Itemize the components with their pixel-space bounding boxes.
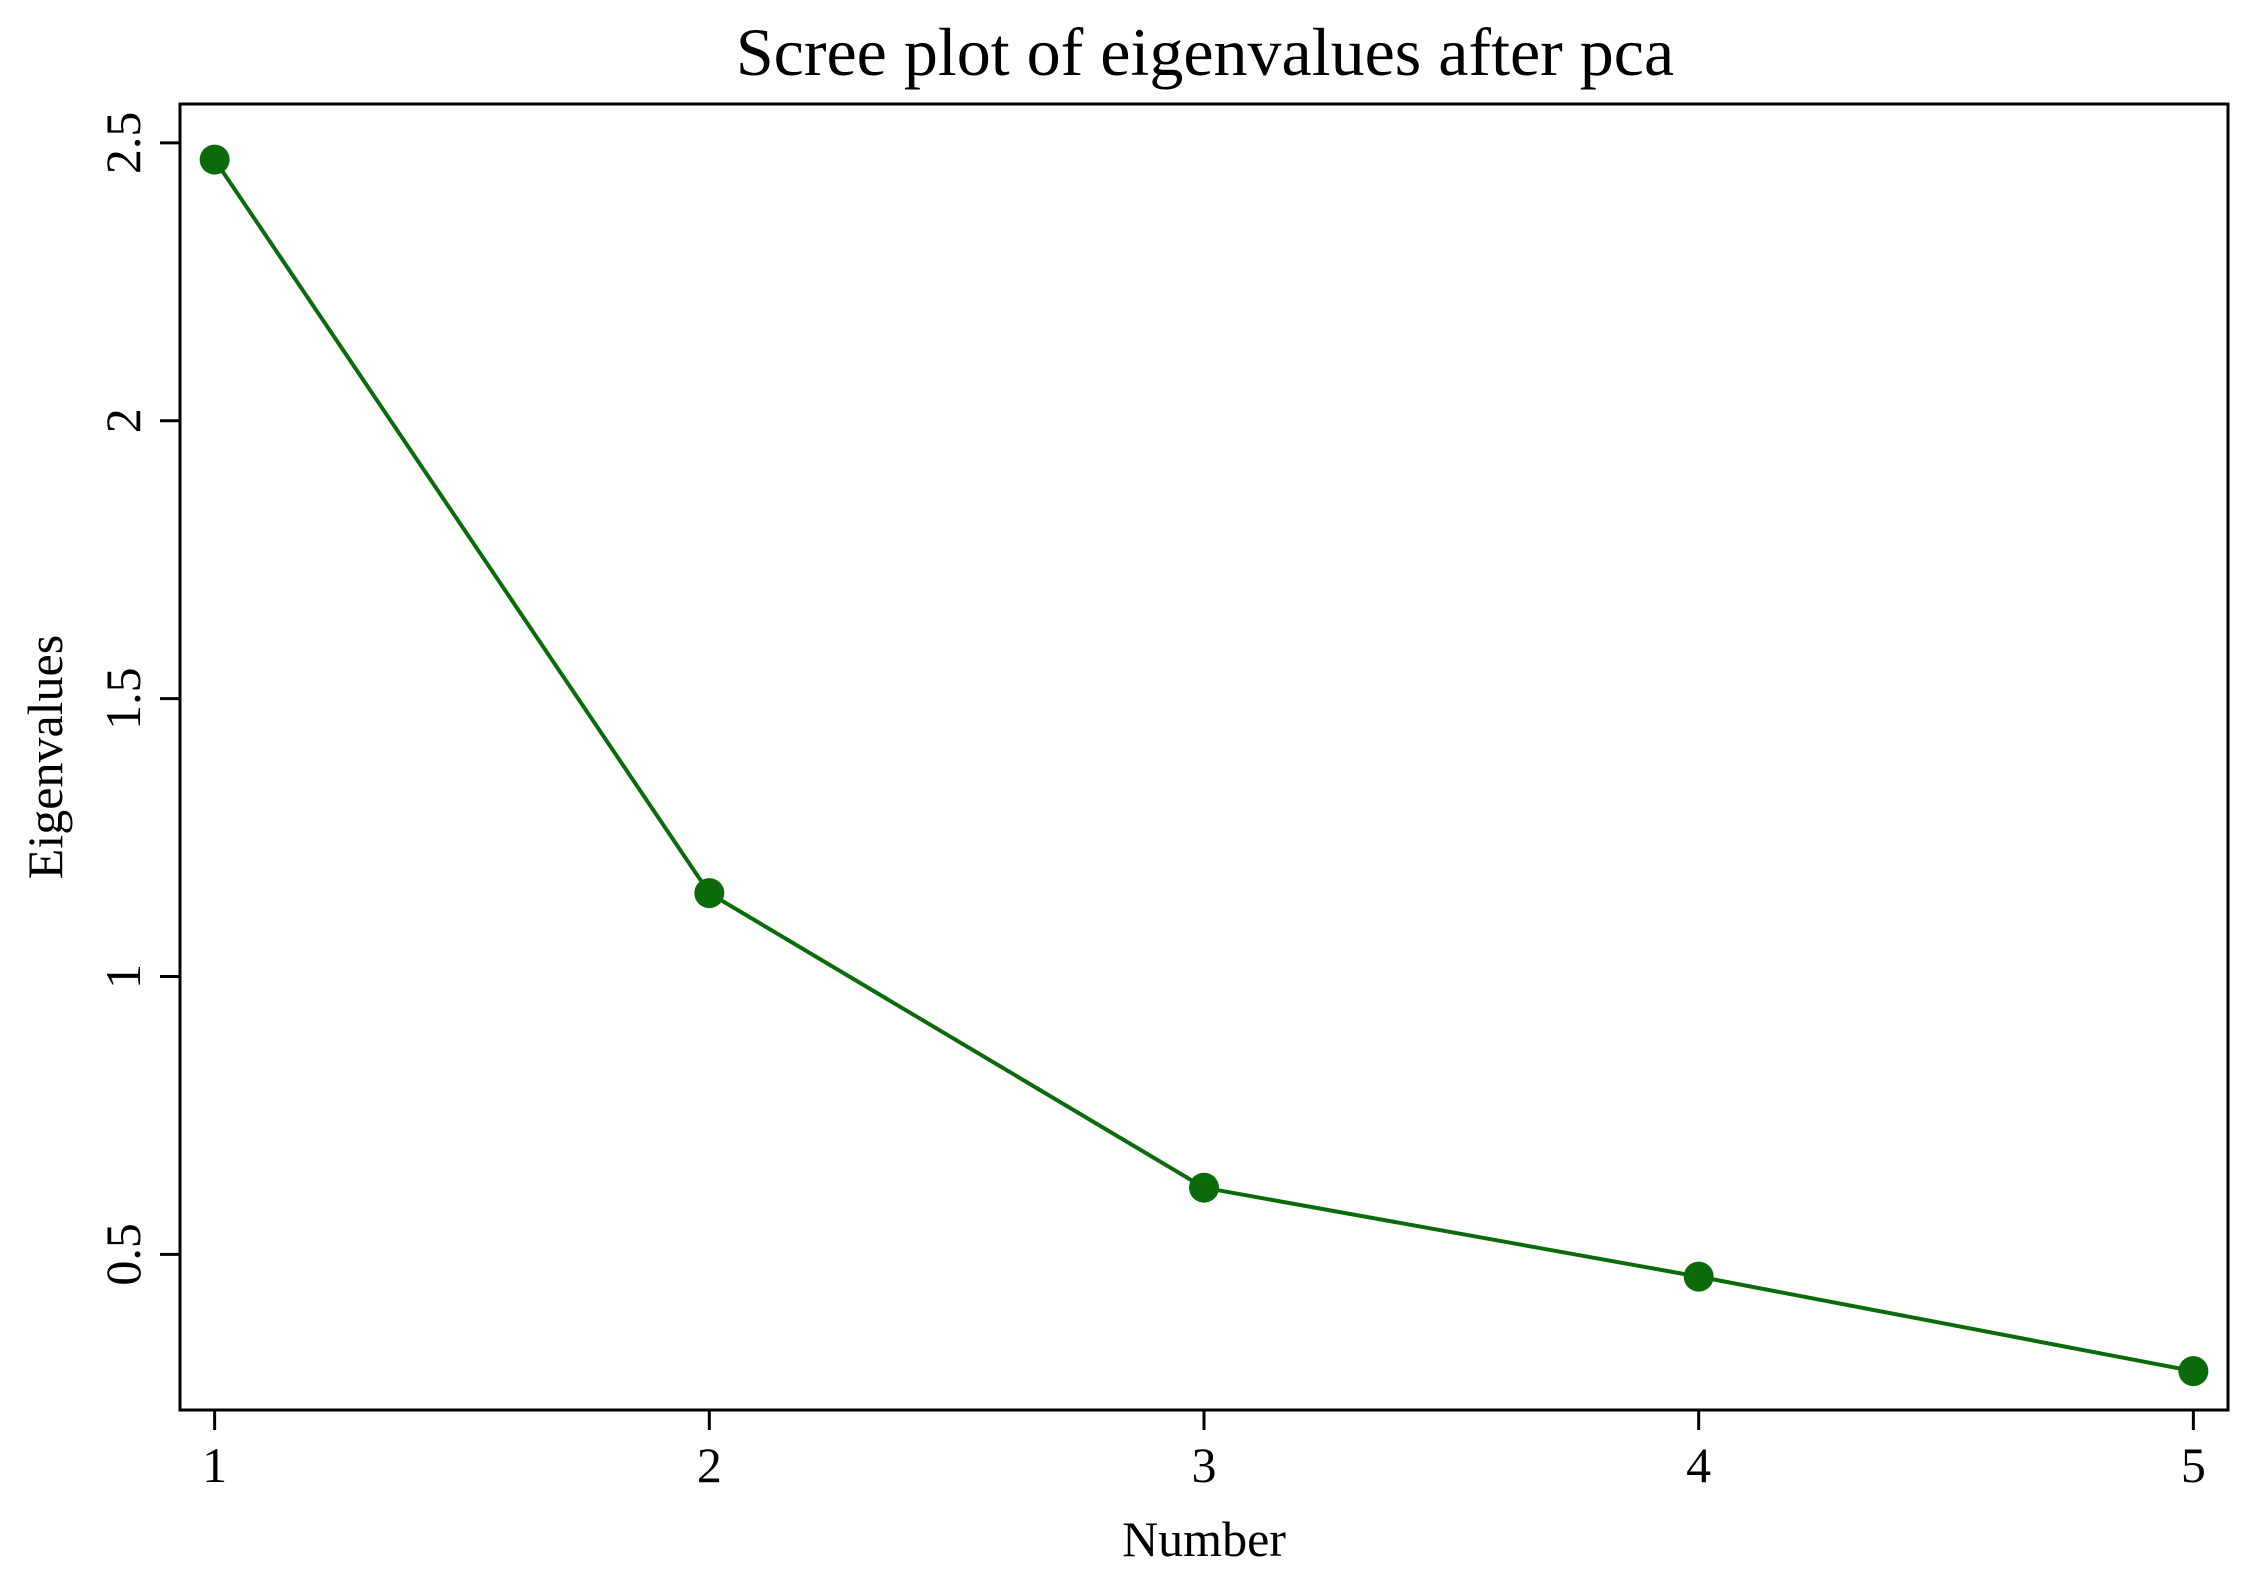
data-point (1189, 1172, 1219, 1203)
y-tick-label: 2 (95, 408, 151, 433)
chart-title: Scree plot of eigenvalues after pca (736, 14, 1674, 90)
y-tick-label: 1.5 (95, 667, 151, 730)
series-layer (199, 144, 2209, 1387)
x-tick-label: 1 (202, 1437, 227, 1493)
y-tick-label: 1 (95, 964, 151, 989)
y-tick-label: 2.5 (95, 112, 151, 175)
data-point (2178, 1356, 2209, 1387)
y-axis-label: Eigenvalues (17, 635, 73, 879)
data-point (1683, 1261, 1714, 1292)
x-axis: 1 2 3 4 5 (202, 1410, 2206, 1493)
data-point (199, 144, 230, 175)
x-tick-label: 5 (2181, 1437, 2206, 1493)
y-tick-label: 0.5 (95, 1223, 151, 1286)
y-axis: 0.5 1 1.5 2 2.5 (95, 112, 180, 1286)
x-tick-label: 2 (697, 1437, 722, 1493)
x-tick-label: 3 (1192, 1437, 1217, 1493)
x-tick-label: 4 (1686, 1437, 1711, 1493)
x-axis-label: Number (1122, 1511, 1286, 1567)
data-point (694, 878, 725, 909)
